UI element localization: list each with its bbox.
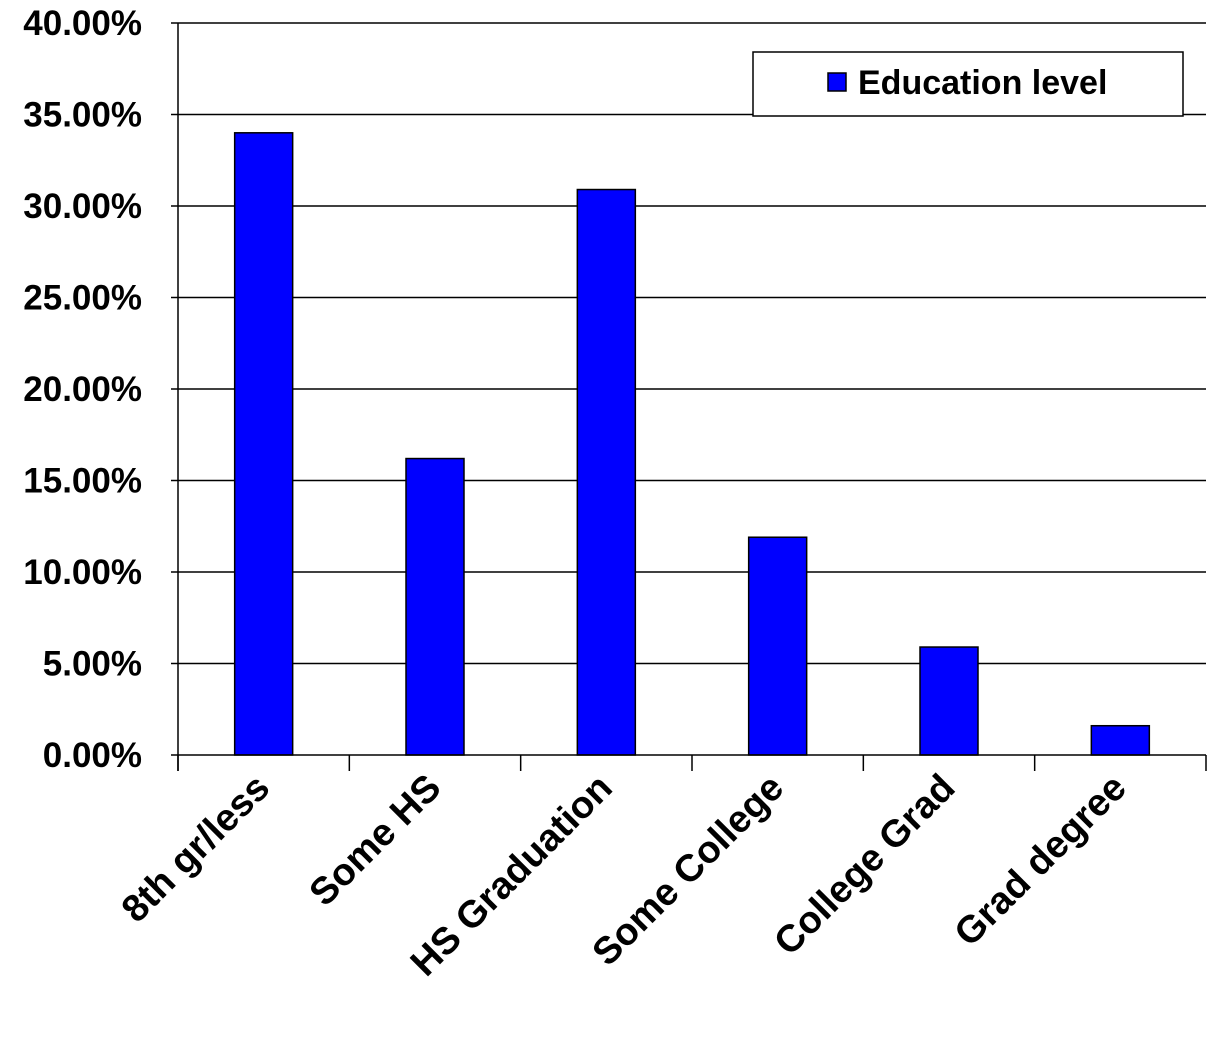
bar: [405, 457, 465, 756]
legend-swatch: [827, 72, 847, 92]
y-tick-label: 5.00%: [43, 645, 142, 684]
y-tick-labels: 0.00% 5.00% 10.00% 15.00% 20.00% 25.00% 30.00%…: [23, 4, 142, 775]
legend-box: [752, 51, 1184, 117]
legend-label: Education level: [858, 64, 1107, 102]
bar: [1090, 724, 1151, 756]
y-tick-label: 25.00%: [23, 279, 142, 318]
y-tick-label: 15.00%: [23, 462, 142, 501]
x-category-label: Grad degree: [947, 767, 1135, 955]
bar: [747, 536, 808, 756]
y-tick-label: 35.00%: [23, 96, 142, 135]
y-tick-label: 10.00%: [23, 553, 142, 592]
bar: [233, 132, 294, 756]
y-tick-label: 40.00%: [23, 4, 142, 43]
y-tick-label: 0.00%: [43, 736, 142, 775]
gridlines: [178, 22, 1206, 665]
y-tick-label: 30.00%: [23, 187, 142, 226]
x-category-label: Some HS: [302, 767, 450, 915]
bar: [919, 646, 979, 756]
legend: Education level: [752, 51, 1184, 117]
axes: [171, 22, 1207, 771]
x-category-label: College Grad: [766, 767, 963, 964]
x-category-label: 8th gr/less: [114, 767, 278, 931]
y-tick-label: 20.00%: [23, 370, 142, 409]
bars: [233, 132, 1151, 756]
bar: [576, 188, 637, 756]
